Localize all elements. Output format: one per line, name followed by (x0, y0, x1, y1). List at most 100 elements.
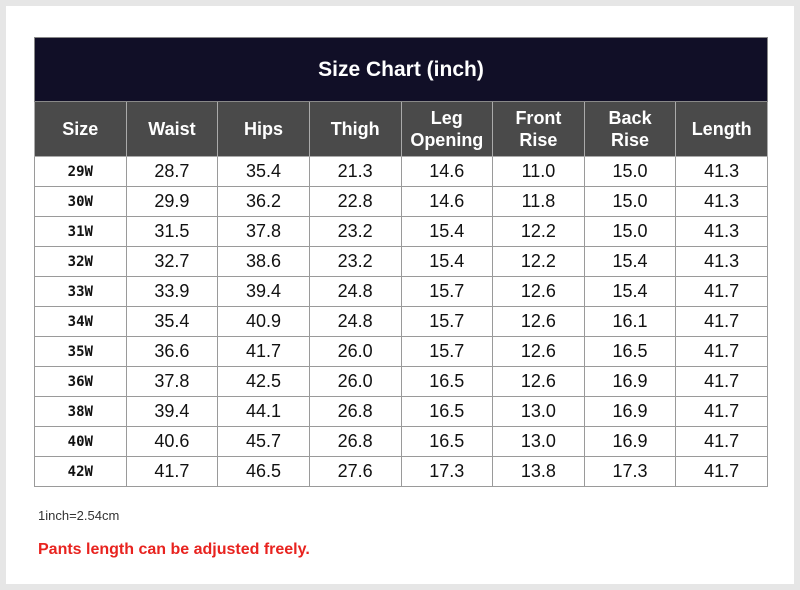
measurement-cell: 12.6 (492, 366, 585, 397)
measurement-cell: 11.8 (492, 186, 585, 217)
measurement-cell: 15.0 (583, 216, 677, 247)
measurement-cell: 15.4 (583, 276, 677, 307)
measurement-cell: 41.7 (675, 336, 768, 367)
table-row: 40W 40.6 45.7 26.8 16.5 13.0 16.9 41.7 (34, 426, 768, 457)
measurement-cell: 23.2 (308, 246, 402, 277)
size-cell: 31W (34, 216, 127, 247)
measurement-cell: 35.4 (125, 306, 219, 337)
header-row: Size Waist Hips Thigh Leg Opening Front Rise B… (34, 101, 768, 157)
measurement-cell: 15.4 (400, 246, 494, 277)
measurement-cell: 15.7 (400, 306, 494, 337)
measurement-cell: 45.7 (217, 426, 310, 457)
table-row: 29W 28.7 35.4 21.3 14.6 11.0 15.0 41.3 (34, 156, 768, 187)
measurement-cell: 40.6 (125, 426, 219, 457)
measurement-cell: 26.0 (308, 336, 402, 367)
column-header: Waist (125, 101, 219, 157)
measurement-cell: 17.3 (583, 456, 677, 487)
measurement-cell: 16.5 (400, 366, 494, 397)
measurement-cell: 41.7 (675, 426, 768, 457)
measurement-cell: 15.7 (400, 276, 494, 307)
column-header: Front Rise (492, 101, 585, 157)
table-row: 33W 33.9 39.4 24.8 15.7 12.6 15.4 41.7 (34, 276, 768, 307)
measurement-cell: 22.8 (308, 186, 402, 217)
measurement-cell: 41.7 (125, 456, 219, 487)
measurement-cell: 41.3 (675, 246, 768, 277)
measurement-cell: 15.4 (583, 246, 677, 277)
measurement-cell: 31.5 (125, 216, 219, 247)
measurement-cell: 15.7 (400, 336, 494, 367)
measurement-cell: 42.5 (217, 366, 310, 397)
measurement-cell: 41.7 (675, 396, 768, 427)
column-header: Leg Opening (400, 101, 494, 157)
measurement-cell: 16.1 (583, 306, 677, 337)
measurement-cell: 13.8 (492, 456, 585, 487)
measurement-cell: 12.2 (492, 216, 585, 247)
table-row: 38W 39.4 44.1 26.8 16.5 13.0 16.9 41.7 (34, 396, 768, 427)
measurement-cell: 12.2 (492, 246, 585, 277)
measurement-cell: 26.8 (308, 396, 402, 427)
measurement-cell: 24.8 (308, 306, 402, 337)
table-row: 31W 31.5 37.8 23.2 15.4 12.2 15.0 41.3 (34, 216, 768, 247)
measurement-cell: 26.8 (308, 426, 402, 457)
column-header: Hips (217, 101, 310, 157)
measurement-cell: 12.6 (492, 306, 585, 337)
measurement-cell: 29.9 (125, 186, 219, 217)
measurement-cell: 27.6 (308, 456, 402, 487)
chart-title: Size Chart (inch) (34, 37, 768, 102)
measurement-cell: 40.9 (217, 306, 310, 337)
table-row: 42W 41.7 46.5 27.6 17.3 13.8 17.3 41.7 (34, 456, 768, 487)
table-row: 30W 29.9 36.2 22.8 14.6 11.8 15.0 41.3 (34, 186, 768, 217)
size-cell: 40W (34, 426, 127, 457)
unit-conversion-note: 1inch=2.54cm (38, 508, 120, 523)
measurement-cell: 41.7 (675, 276, 768, 307)
size-cell: 33W (34, 276, 127, 307)
measurement-cell: 12.6 (492, 336, 585, 367)
measurement-cell: 37.8 (125, 366, 219, 397)
column-header: Size (34, 101, 127, 157)
measurement-cell: 16.5 (400, 396, 494, 427)
measurement-cell: 13.0 (492, 426, 585, 457)
column-header: Back Rise (583, 101, 677, 157)
measurement-cell: 41.3 (675, 186, 768, 217)
measurement-cell: 41.7 (675, 306, 768, 337)
measurement-cell: 16.9 (583, 396, 677, 427)
size-cell: 29W (34, 156, 127, 187)
measurement-cell: 32.7 (125, 246, 219, 277)
measurement-cell: 26.0 (308, 366, 402, 397)
measurement-cell: 15.0 (583, 156, 677, 187)
size-chart-table: Size Chart (inch) Size Waist Hips Thigh Leg … (34, 37, 768, 487)
size-chart-card: Size Chart (inch) Size Waist Hips Thigh Leg … (6, 6, 794, 584)
measurement-cell: 39.4 (125, 396, 219, 427)
size-cell: 36W (34, 366, 127, 397)
measurement-cell: 39.4 (217, 276, 310, 307)
table-row: 34W 35.4 40.9 24.8 15.7 12.6 16.1 41.7 (34, 306, 768, 337)
measurement-cell: 41.3 (675, 216, 768, 247)
measurement-cell: 36.2 (217, 186, 310, 217)
table-row: 36W 37.8 42.5 26.0 16.5 12.6 16.9 41.7 (34, 366, 768, 397)
table-row: 32W 32.7 38.6 23.2 15.4 12.2 15.4 41.3 (34, 246, 768, 277)
measurement-cell: 37.8 (217, 216, 310, 247)
measurement-cell: 41.7 (675, 456, 768, 487)
size-cell: 38W (34, 396, 127, 427)
measurement-cell: 41.7 (675, 366, 768, 397)
length-adjust-warning: Pants length can be adjusted freely. (38, 541, 310, 558)
measurement-cell: 11.0 (492, 156, 585, 187)
size-cell: 32W (34, 246, 127, 277)
measurement-cell: 36.6 (125, 336, 219, 367)
measurement-cell: 16.9 (583, 366, 677, 397)
measurement-cell: 21.3 (308, 156, 402, 187)
table-row: 35W 36.6 41.7 26.0 15.7 12.6 16.5 41.7 (34, 336, 768, 367)
measurement-cell: 14.6 (400, 186, 494, 217)
measurement-cell: 14.6 (400, 156, 494, 187)
measurement-cell: 16.5 (400, 426, 494, 457)
measurement-cell: 33.9 (125, 276, 219, 307)
size-cell: 30W (34, 186, 127, 217)
measurement-cell: 24.8 (308, 276, 402, 307)
measurement-cell: 23.2 (308, 216, 402, 247)
measurement-cell: 35.4 (217, 156, 310, 187)
measurement-cell: 46.5 (217, 456, 310, 487)
size-cell: 35W (34, 336, 127, 367)
measurement-cell: 16.9 (583, 426, 677, 457)
measurement-cell: 41.7 (217, 336, 310, 367)
measurement-cell: 28.7 (125, 156, 219, 187)
